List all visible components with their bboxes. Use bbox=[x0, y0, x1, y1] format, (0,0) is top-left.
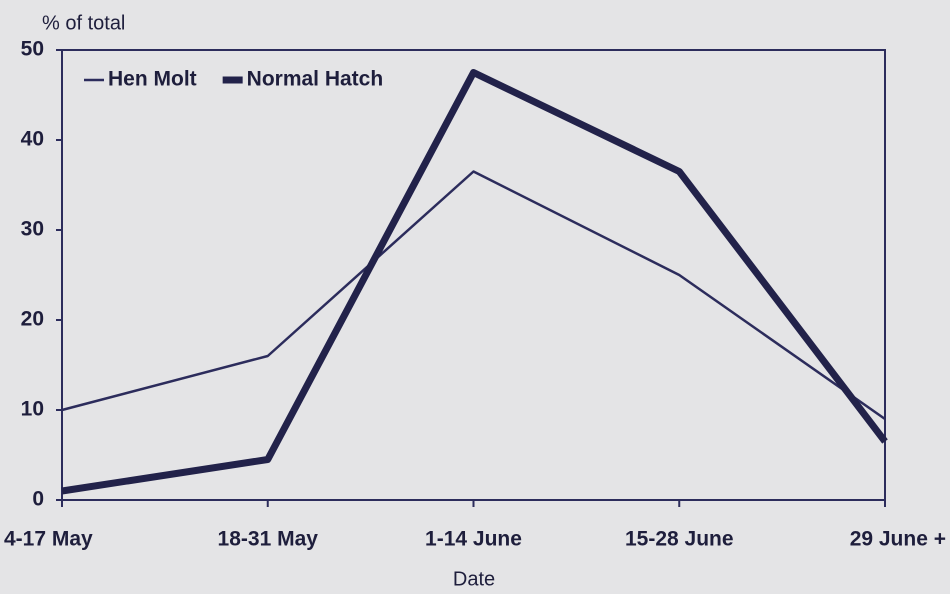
x-tick-label: 1-14 June bbox=[425, 528, 522, 551]
y-tick-label: 40 bbox=[21, 128, 44, 151]
data-line bbox=[61, 170, 886, 421]
y-tick-label: 30 bbox=[21, 218, 44, 241]
legend-label: Normal Hatch bbox=[247, 68, 384, 91]
legend-label: Hen Molt bbox=[108, 68, 197, 91]
y-axis-label: % of total bbox=[42, 12, 125, 34]
x-tick-label: 15-28 June bbox=[625, 528, 734, 551]
y-tick-label: 20 bbox=[21, 308, 44, 331]
x-tick-label: 29 June + bbox=[850, 528, 946, 551]
data-line bbox=[61, 69, 888, 495]
y-tick-label: 0 bbox=[32, 488, 44, 511]
x-axis-label: Date bbox=[453, 568, 495, 590]
x-tick-label: 18-31 May bbox=[218, 528, 319, 551]
y-tick-label: 10 bbox=[21, 398, 44, 421]
y-tick-label: 50 bbox=[21, 38, 44, 61]
x-tick-label: 4-17 May bbox=[4, 528, 93, 551]
